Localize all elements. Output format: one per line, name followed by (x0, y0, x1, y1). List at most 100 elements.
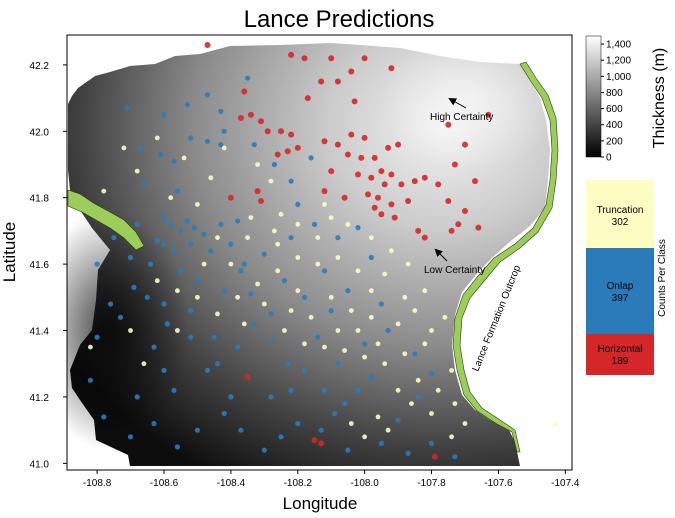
point-horizontal (435, 181, 442, 188)
point-truncation (235, 294, 241, 300)
point-onlap (268, 311, 274, 317)
point-onlap (311, 221, 318, 227)
y-tick-label: 42.2 (30, 61, 50, 72)
point-truncation (382, 361, 388, 367)
point-onlap (285, 361, 291, 367)
point-onlap (395, 417, 401, 423)
colorbar-tick-label: 0 (606, 153, 612, 164)
point-truncation (362, 434, 367, 440)
point-horizontal (371, 154, 378, 161)
point-onlap (342, 401, 348, 407)
point-onlap (321, 387, 328, 393)
point-horizontal (405, 198, 412, 204)
chart-title: Lance Predictions (244, 6, 435, 33)
point-horizontal (415, 227, 422, 234)
point-onlap (111, 235, 117, 241)
point-truncation (228, 261, 234, 267)
point-horizontal (344, 151, 351, 158)
point-truncation (315, 261, 321, 267)
point-truncation (208, 175, 214, 181)
point-horizontal (361, 55, 368, 62)
point-truncation (255, 162, 260, 167)
colorbar-ticks: 0 200 400 600 800 1,000 1,200 1,400 (601, 40, 631, 164)
x-tick-label: -108.2 (284, 478, 313, 489)
point-truncation (462, 421, 468, 426)
point-horizontal (288, 131, 295, 138)
point-horizontal (371, 204, 378, 211)
point-onlap (151, 420, 157, 427)
point-truncation (288, 308, 294, 313)
point-horizontal (274, 151, 281, 158)
colorbar-label: Thickness (m) (651, 48, 668, 148)
point-horizontal (375, 194, 381, 201)
point-truncation (128, 328, 133, 333)
point-horizontal (475, 224, 482, 231)
point-truncation (368, 314, 374, 320)
point-horizontal (321, 138, 328, 145)
point-onlap (151, 344, 157, 350)
point-onlap (415, 394, 421, 400)
point-onlap (235, 218, 241, 224)
point-onlap (107, 301, 114, 307)
x-tick-label: -107.8 (417, 478, 446, 489)
annotation-high-certainty: High Certainty (430, 112, 493, 123)
point-truncation (348, 308, 354, 313)
x-axis-label: Longitude (283, 494, 358, 513)
point-onlap (127, 434, 134, 440)
point-onlap (452, 454, 458, 460)
point-horizontal (358, 154, 365, 161)
point-truncation (141, 361, 147, 367)
point-onlap (405, 450, 411, 456)
colorbar-tick-label: 600 (606, 104, 623, 115)
point-onlap (194, 278, 200, 284)
point-truncation (275, 268, 281, 274)
point-truncation (195, 202, 200, 207)
point-truncation (429, 411, 434, 416)
point-horizontal (448, 227, 455, 234)
point-truncation (442, 314, 448, 320)
legend-horizontal-name: Horizontal (597, 344, 642, 355)
point-onlap (268, 337, 274, 344)
point-onlap (428, 371, 435, 377)
point-truncation (175, 328, 180, 333)
plot-area (67, 35, 572, 470)
point-horizontal (204, 42, 211, 48)
point-onlap (188, 308, 194, 314)
point-truncation (328, 215, 334, 221)
point-truncation (368, 235, 374, 241)
point-horizontal (227, 194, 234, 201)
point-onlap (101, 414, 107, 420)
outcrop-west (67, 189, 145, 251)
point-onlap (268, 394, 274, 400)
point-horizontal (318, 78, 325, 85)
point-truncation (268, 178, 274, 184)
point-onlap (204, 138, 211, 144)
point-onlap (134, 221, 140, 227)
point-truncation (345, 221, 351, 227)
legend-truncation-name: Truncation (597, 205, 644, 216)
point-truncation (552, 421, 558, 426)
point-onlap (184, 102, 190, 108)
point-onlap (335, 361, 341, 367)
point-horizontal (334, 78, 341, 85)
point-truncation (435, 387, 441, 393)
point-onlap (218, 221, 224, 227)
point-truncation (134, 168, 140, 174)
point-onlap (158, 151, 164, 158)
point-horizontal (341, 194, 348, 201)
point-onlap (228, 394, 234, 400)
legend-onlap-name: Onlap (607, 281, 634, 292)
point-truncation (168, 195, 174, 201)
y-tick-label: 41.0 (30, 459, 50, 470)
point-onlap (218, 142, 224, 148)
legend-horizontal-swatch (586, 334, 654, 375)
point-horizontal (258, 118, 264, 125)
y-tick-label: 41.6 (30, 260, 50, 271)
point-onlap (308, 155, 314, 161)
point-horizontal (368, 174, 375, 181)
point-onlap (208, 248, 214, 254)
point-truncation (449, 434, 454, 440)
colorbar-tick-label: 1,200 (606, 56, 631, 67)
point-horizontal (247, 111, 254, 118)
